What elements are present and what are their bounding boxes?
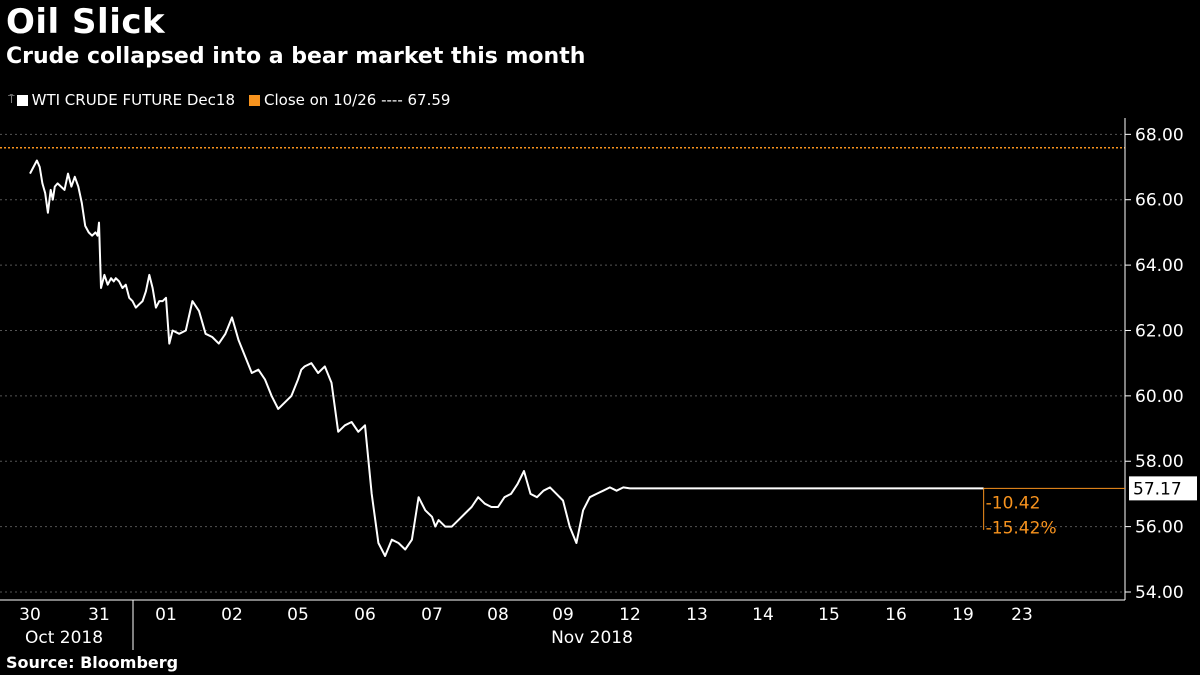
source-note: Source: Bloomberg bbox=[6, 653, 179, 672]
month-label-nov: Nov 2018 bbox=[551, 628, 633, 648]
legend-item-close: Close on 10/26 ---- 67.59 bbox=[249, 91, 450, 109]
y-tick-label: 54.00 bbox=[1135, 583, 1184, 603]
chart-subtitle: Crude collapsed into a bear market this … bbox=[6, 44, 586, 69]
change-abs-label: -10.42 bbox=[986, 493, 1041, 513]
x-tick-label: 09 bbox=[552, 605, 574, 625]
x-tick-label: 16 bbox=[885, 605, 907, 625]
x-tick-label: 05 bbox=[287, 605, 309, 625]
last-value-box bbox=[1129, 476, 1197, 501]
month-label-oct: Oct 2018 bbox=[25, 628, 103, 648]
x-tick-label: 15 bbox=[818, 605, 840, 625]
legend-pin-icon: ⍑ bbox=[8, 93, 15, 106]
legend-item-wti: WTI CRUDE FUTURE Dec18 bbox=[16, 91, 235, 109]
x-tick-label: 13 bbox=[686, 605, 708, 625]
y-tick-label: 60.00 bbox=[1135, 387, 1184, 407]
x-tick-label: 30 bbox=[19, 605, 41, 625]
annotations: 57.17 -10.42 -15.42% bbox=[983, 476, 1197, 538]
y-tick-label: 56.00 bbox=[1135, 518, 1184, 538]
change-pct-label: -15.42% bbox=[986, 518, 1057, 538]
x-tick-label: 19 bbox=[952, 605, 974, 625]
legend-swatch-wti bbox=[16, 94, 28, 106]
y-tick-label: 58.00 bbox=[1135, 452, 1184, 472]
grid bbox=[0, 133, 1125, 593]
x-tick-label: 02 bbox=[221, 605, 243, 625]
last-value-label: 57.17 bbox=[1133, 479, 1182, 499]
series-line-wti bbox=[29, 159, 984, 557]
x-tick-label: 01 bbox=[155, 605, 177, 625]
chart-title: Oil Slick bbox=[6, 2, 166, 42]
y-tick-label: 68.00 bbox=[1135, 125, 1184, 145]
series-group bbox=[29, 159, 984, 557]
legend: ⍑ WTI CRUDE FUTURE Dec18 Close on 10/26 … bbox=[8, 91, 464, 109]
x-tick-label: 31 bbox=[88, 605, 110, 625]
legend-label-wti: WTI CRUDE FUTURE Dec18 bbox=[31, 91, 235, 109]
legend-swatch-close bbox=[249, 94, 260, 106]
x-tick-label: 14 bbox=[752, 605, 774, 625]
y-tick-label: 66.00 bbox=[1135, 191, 1184, 211]
x-tick-label: 23 bbox=[1011, 605, 1033, 625]
y-tick-label: 64.00 bbox=[1135, 256, 1184, 276]
x-tick-label: 12 bbox=[619, 605, 641, 625]
x-tick-label: 08 bbox=[487, 605, 509, 625]
x-tick-label: 07 bbox=[421, 605, 443, 625]
x-tick-label: 06 bbox=[354, 605, 376, 625]
axes: 54.00 56.00 58.00 60.00 62.00 64.00 66.00 68.00… bbox=[0, 118, 1184, 650]
legend-label-close: Close on 10/26 ---- 67.59 bbox=[264, 91, 451, 109]
y-tick-label: 62.00 bbox=[1135, 321, 1184, 341]
